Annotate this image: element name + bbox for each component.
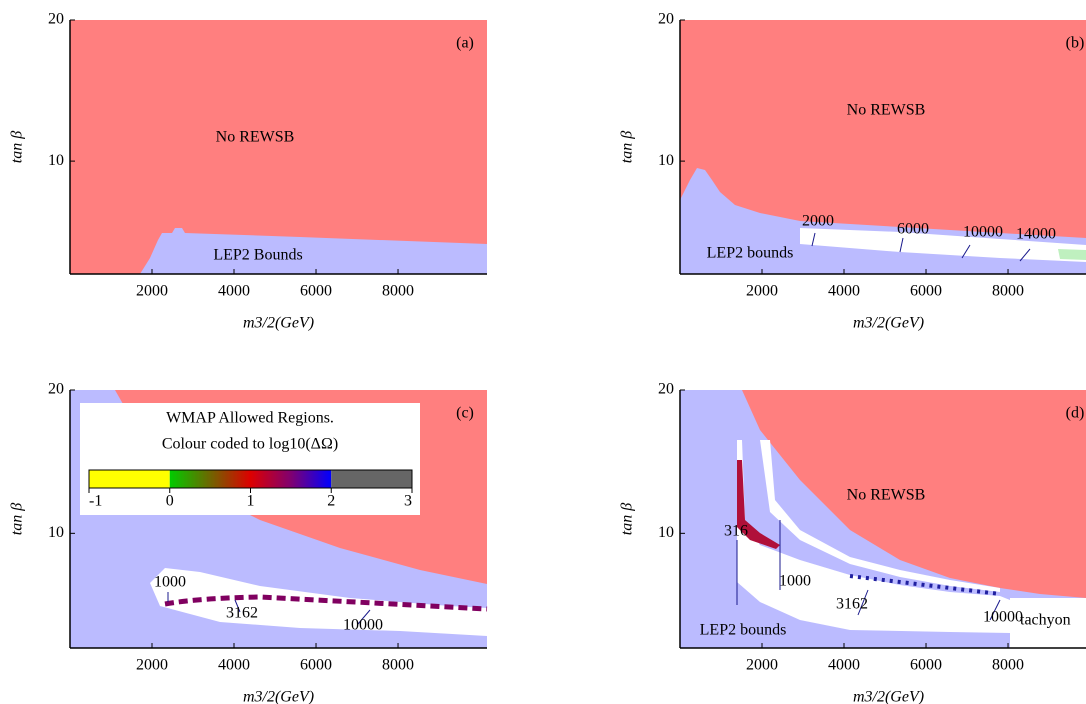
x-tick-label: 4000 <box>828 283 860 300</box>
y-tick-label: 20 <box>658 11 674 28</box>
x-axis-label: m3/2(GeV) <box>243 315 314 332</box>
y-axis-label: tan β <box>9 503 26 535</box>
x-tick-label: 6000 <box>910 283 942 300</box>
annotation: LEP2 bounds <box>700 622 787 639</box>
panel-label: (a) <box>456 35 474 52</box>
x-tick-label: 6000 <box>300 283 332 300</box>
annotation: tachyon <box>1020 612 1071 629</box>
annotation: No REWSB <box>847 487 926 504</box>
y-tick-label: 20 <box>48 11 64 28</box>
annotation: 316 <box>724 523 748 540</box>
annotation: LEP2 bounds <box>707 245 794 262</box>
annotation: LEP2 Bounds <box>213 247 302 264</box>
colorbar-tick-label: -1 <box>89 493 102 510</box>
x-tick-label: 6000 <box>300 657 332 674</box>
colorbar-tick-label: 3 <box>404 493 412 510</box>
annotation: 14000 <box>1016 226 1056 243</box>
colorbar-subtitle: Colour coded to log10(ΔΩ) <box>162 436 338 453</box>
colorbar-segment <box>331 470 412 488</box>
x-tick-label: 2000 <box>746 657 778 674</box>
x-tick-label: 4000 <box>218 283 250 300</box>
x-tick-label: 2000 <box>136 283 168 300</box>
annotation: No REWSB <box>216 129 295 146</box>
x-axis-label: m3/2(GeV) <box>243 689 314 704</box>
annotation: 10000 <box>963 224 1003 241</box>
annotation: 1000 <box>154 574 186 591</box>
x-tick-label: 2000 <box>746 283 778 300</box>
colorbar-tick-label: 1 <box>247 493 255 510</box>
x-tick-label: 8000 <box>382 283 414 300</box>
colorbar-segment <box>89 470 170 488</box>
panel-a-regions <box>70 20 487 274</box>
colorbar-title: WMAP Allowed Regions. <box>166 410 334 427</box>
panel-b-regions <box>680 20 1086 274</box>
annotation: No REWSB <box>847 102 926 119</box>
y-tick-label: 10 <box>658 152 674 169</box>
annotation: 3162 <box>836 596 868 613</box>
x-tick-label: 8000 <box>382 657 414 674</box>
x-axis-label: m3/2(GeV) <box>853 315 924 332</box>
x-axis-label: m3/2(GeV) <box>853 689 924 704</box>
colorbar-segment <box>169 470 332 488</box>
y-tick-label: 10 <box>48 524 64 541</box>
panel-label: (c) <box>456 405 474 422</box>
x-tick-label: 6000 <box>910 657 942 674</box>
y-axis-label: tan β <box>619 503 636 535</box>
annotation: 10000 <box>343 617 383 634</box>
x-tick-label: 2000 <box>136 657 168 674</box>
y-tick-label: 20 <box>48 381 64 398</box>
x-tick-label: 8000 <box>992 657 1024 674</box>
annotation: 2000 <box>802 213 834 230</box>
x-tick-label: 4000 <box>828 657 860 674</box>
colorbar-tick-label: 0 <box>166 493 174 510</box>
annotation: 3162 <box>226 605 258 622</box>
y-axis-label: tan β <box>9 131 26 163</box>
colorbar-tick-label: 2 <box>327 493 335 510</box>
panel-c-regions <box>70 390 488 648</box>
x-tick-label: 8000 <box>992 283 1024 300</box>
annotation: 1000 <box>779 573 811 590</box>
panel-label: (d) <box>1066 405 1085 422</box>
x-tick-label: 4000 <box>218 657 250 674</box>
annotation: 6000 <box>897 221 929 238</box>
y-axis-label: tan β <box>619 131 636 163</box>
y-tick-label: 10 <box>658 524 674 541</box>
annotation: 10000 <box>983 609 1023 626</box>
panel-label: (b) <box>1066 35 1085 52</box>
y-tick-label: 20 <box>658 381 674 398</box>
y-tick-label: 10 <box>48 152 64 169</box>
panel-d-regions <box>680 390 1086 648</box>
colorbar-box <box>80 403 420 515</box>
